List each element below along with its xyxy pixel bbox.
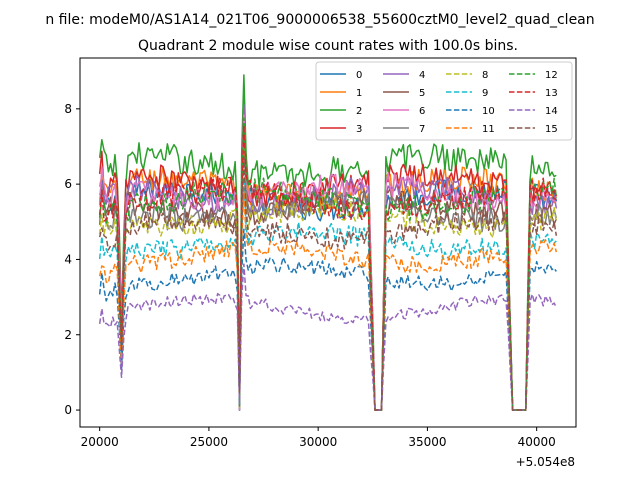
x-tick-label: 25000 <box>190 435 228 449</box>
legend-label-1: 1 <box>356 88 362 99</box>
legend-label-15: 15 <box>545 124 558 135</box>
x-axis: 20000 25000 30000 35000 40000 <box>81 427 556 449</box>
legend-label-8: 8 <box>482 70 488 81</box>
legend-label-10: 10 <box>482 106 495 117</box>
legend-label-11: 11 <box>482 124 495 135</box>
y-tick-label: 2 <box>64 328 72 342</box>
chart-title: Quadrant 2 module wise count rates with … <box>138 38 518 54</box>
legend-label-14: 14 <box>545 106 558 117</box>
y-tick-label: 0 <box>64 403 72 417</box>
x-offset-label: +5.054e8 <box>516 455 575 469</box>
series-line-8 <box>98 140 558 411</box>
series-line-10 <box>98 228 557 411</box>
y-tick-label: 4 <box>64 252 72 266</box>
x-tick-label: 40000 <box>518 435 556 449</box>
y-tick-label: 8 <box>64 102 72 116</box>
plot-frame <box>79 57 577 428</box>
y-tick-label: 6 <box>64 177 72 191</box>
y-axis: 0 2 4 6 8 <box>64 102 80 417</box>
legend-label-0: 0 <box>356 70 362 81</box>
legend-label-12: 12 <box>545 70 558 81</box>
series-line-12 <box>98 117 558 411</box>
legend-frame <box>315 61 573 141</box>
legend-label-13: 13 <box>545 88 558 99</box>
series-line-14 <box>98 263 558 411</box>
legend-label-9: 9 <box>482 88 488 99</box>
x-tick-label: 35000 <box>408 435 446 449</box>
legend-label-3: 3 <box>356 124 362 135</box>
legend-label-6: 6 <box>419 106 425 117</box>
series-line-11 <box>98 190 558 411</box>
series-line-15 <box>98 156 558 411</box>
series-line-13 <box>98 124 557 411</box>
legend-label-2: 2 <box>356 106 362 117</box>
series-line-9 <box>98 177 557 411</box>
legend-label-5: 5 <box>419 88 425 99</box>
x-tick-label: 30000 <box>299 435 337 449</box>
legend-label-7: 7 <box>419 124 425 135</box>
legend-label-4: 4 <box>419 70 425 81</box>
x-tick-label: 20000 <box>81 435 119 449</box>
series-layer <box>98 74 558 411</box>
figure-suptitle: n file: modeM0/AS1A14_021T06_9000006538_… <box>45 12 594 28</box>
